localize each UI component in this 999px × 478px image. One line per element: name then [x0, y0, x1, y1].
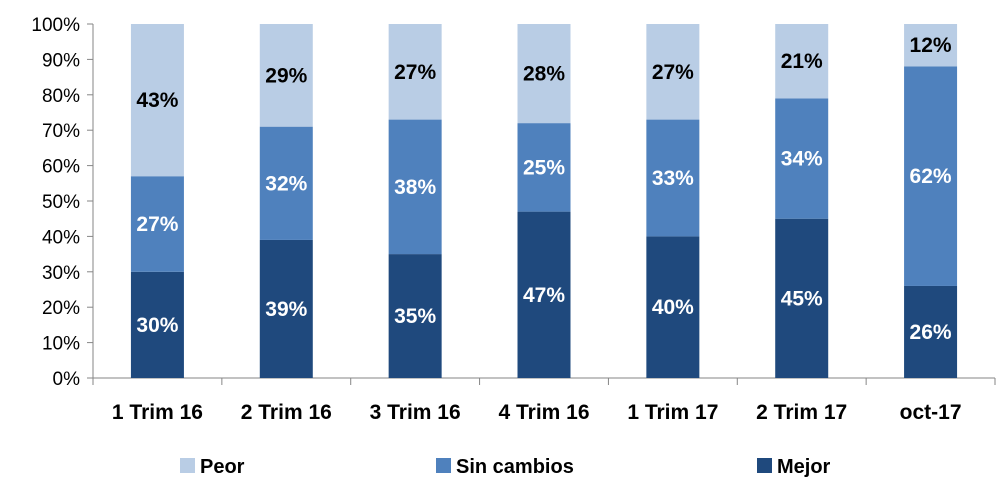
data-label-mejor-4: 40%	[652, 296, 694, 319]
legend: Peor Sin cambios Mejor	[180, 456, 831, 478]
bar-sin-cambios-2	[388, 119, 442, 255]
data-labels: 30% 27% 43% 39% 32% 29% 35% 38% 27% 47% 25% 28% 40% 3…	[136, 34, 952, 344]
bar-mejor-6	[904, 285, 958, 378]
bar-sin-cambios-1	[259, 126, 313, 240]
data-label-mejor-3: 47%	[523, 284, 565, 307]
legend-swatch-sin-cambios	[436, 458, 451, 473]
data-label-peor-2: 27%	[394, 61, 436, 84]
bar-mejor-0	[130, 271, 184, 378]
legend-label-mejor: Mejor	[777, 456, 831, 478]
y-tick-label: 30%	[42, 263, 80, 284]
category-labels: 1 Trim 16 2 Trim 16 3 Trim 16 4 Trim 16 1 Tr…	[112, 401, 962, 424]
data-label-peor-5: 21%	[781, 50, 823, 73]
y-tick-label: 70%	[42, 121, 80, 142]
y-tick-label: 100%	[31, 15, 80, 36]
bar-sin-cambios-0	[130, 176, 184, 272]
data-label-peor-4: 27%	[652, 61, 694, 84]
data-label-mejor-5: 45%	[781, 287, 823, 310]
data-label-sin-cambios-3: 25%	[523, 156, 565, 179]
bar-mejor-3	[517, 211, 571, 378]
data-label-sin-cambios-4: 33%	[652, 167, 694, 190]
data-label-sin-cambios-0: 27%	[136, 213, 178, 236]
y-tick-label: 20%	[42, 298, 80, 319]
y-axis: 0% 10% 20% 30% 40% 50% 60% 70% 80% 90% 100%	[31, 15, 94, 390]
y-tick-label: 40%	[42, 227, 80, 248]
bar-peor-0	[130, 24, 184, 177]
bar-sin-cambios-3	[517, 123, 571, 212]
bar-peor-6	[904, 24, 958, 67]
legend-swatch-mejor	[757, 458, 772, 473]
bar-sin-cambios-5	[775, 98, 829, 219]
category-label: 1 Trim 16	[112, 401, 203, 424]
legend-label-sin-cambios: Sin cambios	[456, 456, 574, 478]
bar-peor-1	[259, 24, 313, 127]
data-label-peor-3: 28%	[523, 63, 565, 86]
data-label-mejor-1: 39%	[265, 298, 307, 321]
legend-swatch-peor	[180, 458, 195, 473]
y-tick-label: 0%	[53, 369, 81, 390]
category-label: oct-17	[900, 401, 962, 424]
bar-sin-cambios-4	[646, 119, 700, 237]
category-label: 2 Trim 16	[241, 401, 332, 424]
bar-mejor-4	[646, 236, 700, 378]
bar-peor-4	[646, 24, 700, 120]
y-tick-label: 80%	[42, 86, 80, 107]
bar-peor-5	[775, 24, 829, 99]
data-label-sin-cambios-6: 62%	[910, 165, 952, 188]
category-label: 3 Trim 16	[370, 401, 461, 424]
data-label-sin-cambios-5: 34%	[781, 148, 823, 171]
bars	[130, 24, 958, 378]
y-tick-label: 50%	[42, 192, 80, 213]
category-label: 1 Trim 17	[627, 401, 718, 424]
data-label-peor-0: 43%	[136, 89, 178, 112]
bar-peor-3	[517, 24, 571, 124]
y-tick-label: 60%	[42, 157, 80, 178]
y-tick-label: 10%	[42, 334, 80, 355]
bar-mejor-1	[259, 239, 313, 378]
x-axis	[92, 377, 996, 385]
bar-mejor-2	[388, 254, 442, 378]
data-label-mejor-2: 35%	[394, 305, 436, 328]
data-label-sin-cambios-2: 38%	[394, 176, 436, 199]
data-label-sin-cambios-1: 32%	[265, 172, 307, 195]
category-label: 2 Trim 17	[756, 401, 847, 424]
data-label-mejor-6: 26%	[910, 321, 952, 344]
legend-label-peor: Peor	[200, 456, 245, 478]
data-label-peor-6: 12%	[910, 34, 952, 57]
y-tick-label: 90%	[42, 50, 80, 71]
category-label: 4 Trim 16	[498, 401, 589, 424]
data-label-mejor-0: 30%	[136, 314, 178, 337]
data-label-peor-1: 29%	[265, 64, 307, 87]
bar-peor-2	[388, 24, 442, 120]
bar-mejor-5	[775, 218, 829, 378]
bar-sin-cambios-6	[904, 66, 958, 286]
